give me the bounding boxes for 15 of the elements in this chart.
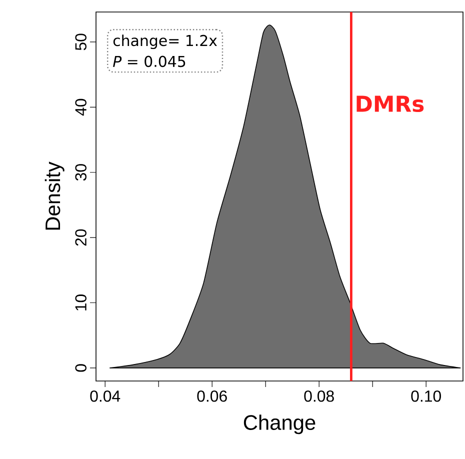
y-axis-title: Density	[44, 162, 64, 230]
x-tick-label: 0.04	[90, 390, 120, 402]
y-tick-label: 0	[75, 364, 86, 372]
y-tick-label: 30	[75, 164, 86, 181]
annotation: P = 0.045	[113, 56, 186, 68]
y-tick-label: 10	[75, 294, 86, 310]
y-tick-label: 50	[75, 34, 86, 50]
x-tick-label: 0.06	[197, 390, 227, 402]
x-tick-label: 0.10	[411, 390, 441, 402]
ref-line-label: DMRs	[356, 96, 424, 112]
x-tick-label: 0.08	[304, 390, 334, 402]
y-tick-label: 20	[75, 229, 86, 246]
annotation: change= 1.2x	[113, 34, 217, 50]
y-tick-label: 40	[75, 98, 86, 116]
x-axis-title: Change	[244, 414, 316, 434]
